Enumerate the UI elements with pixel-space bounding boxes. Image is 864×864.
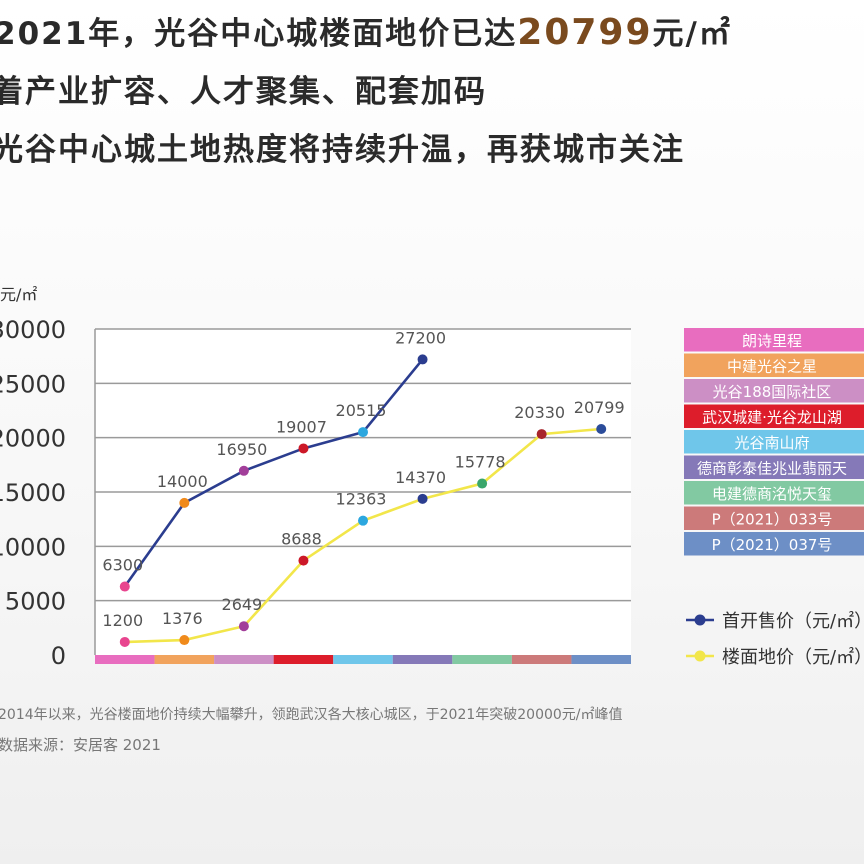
data-point [417,493,428,504]
data-point [238,621,249,632]
y-tick-label: 25000 [0,370,66,398]
series-line [123,358,424,588]
headline-line1-value: 20799 [517,12,653,53]
data-point [179,635,190,646]
data-label: 20330 [514,403,565,422]
legend-category-swatch [684,379,864,403]
headline-line2: 着产业扩容、人才聚集、配套加码 [0,74,487,110]
legend-category-swatch [684,430,864,454]
data-point [358,427,368,438]
y-axis-label: 元/㎡ [0,285,37,304]
x-category-swatch [154,655,215,664]
chart-note: 2014年以来，光谷楼面地价持续大幅攀升，领跑武汉各大核心城区，于2021年突破… [0,707,623,723]
data-label: 1200 [102,611,143,630]
x-category-swatch [571,655,631,664]
data-label: 19007 [276,417,327,436]
y-tick-label: 30000 [0,316,66,344]
data-point [596,423,607,434]
legend-category-swatch [684,506,864,530]
legend-series-label: 楼面地价（元/㎡） [722,646,864,668]
legend-category-label: 武汉城建·光谷龙山湖 [702,409,842,427]
data-point [238,465,249,476]
x-category-swatch [333,655,393,664]
data-point [119,581,130,592]
legend-category-label: 电建德商洺悦天玺 [712,485,832,503]
legend-category-label: P（2021）037号 [712,536,833,554]
legend-category-swatch [684,455,864,479]
data-point [298,443,309,454]
data-label: 1376 [162,609,203,628]
headline-line1: 2021年，光谷中心城楼面地价已达20799元/㎡ [0,8,732,53]
data-source-note: 数据来源：安居客 2021 [0,736,161,754]
data-label: 12363 [336,490,387,509]
legend-category-label: 中建光谷之星 [727,358,817,376]
data-point [358,515,368,526]
data-point [417,354,428,365]
x-category-swatch [392,655,453,664]
data-label: 16950 [216,440,267,459]
x-category-swatch [273,655,334,664]
data-label: 6300 [102,556,143,575]
data-point [298,555,309,566]
data-label: 20799 [574,398,625,417]
headline-line3: 光谷中心城土地热度将持续升温，再获城市关注 [0,132,685,168]
data-label: 14000 [157,472,208,491]
legend-category-label: 光谷188国际社区 [713,383,832,401]
legend-category-swatch [684,481,864,505]
y-tick-label: 15000 [0,479,66,507]
legend-category-swatch [684,404,864,428]
legend-category-swatch [684,328,864,352]
x-category-swatch [511,655,572,664]
y-tick-label: 5000 [5,588,66,616]
legend-category-label: P（2021）033号 [712,511,833,529]
data-point [119,636,130,647]
x-category-swatch [452,655,512,664]
data-label: 2649 [222,595,263,614]
data-point [477,478,488,489]
data-label: 20515 [336,401,387,420]
data-label: 15778 [455,453,506,472]
data-point [536,429,547,440]
legend-category-label: 德商彰泰佳兆业翡丽天 [697,460,847,478]
legend-series-label: 首开售价（元/㎡） [722,610,864,632]
legend-category-swatch [684,532,864,556]
data-point [179,497,190,508]
legend-category-label: 光谷南山府 [734,434,809,452]
x-category-swatch [214,655,274,664]
headline-line1-prefix: 2021年，光谷中心城楼面地价已达 [0,16,518,52]
y-tick-label: 20000 [0,425,66,453]
x-category-swatch [95,655,155,664]
headline-line1-suffix: 元/㎡ [652,16,732,52]
data-label: 14370 [395,468,446,487]
y-tick-label: 0 [51,642,66,670]
legend-category-swatch [684,353,864,377]
data-label: 8688 [281,530,322,549]
legend-category-label: 朗诗里程 [742,332,802,350]
data-label: 27200 [395,328,446,347]
y-tick-label: 10000 [0,533,66,561]
